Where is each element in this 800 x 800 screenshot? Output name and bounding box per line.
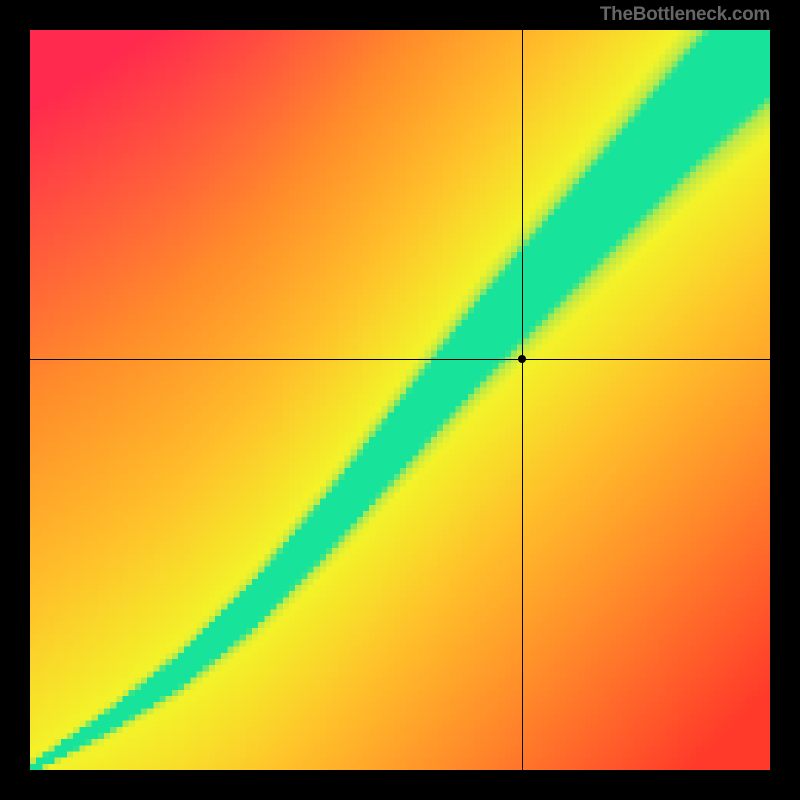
crosshair-vertical [522,30,523,770]
chart-container: TheBottleneck.com [0,0,800,800]
plot-area [30,30,770,770]
operating-point-marker [518,355,526,363]
watermark-text: TheBottleneck.com [600,4,770,26]
bottleneck-heatmap [30,30,770,770]
crosshair-horizontal [30,359,770,360]
